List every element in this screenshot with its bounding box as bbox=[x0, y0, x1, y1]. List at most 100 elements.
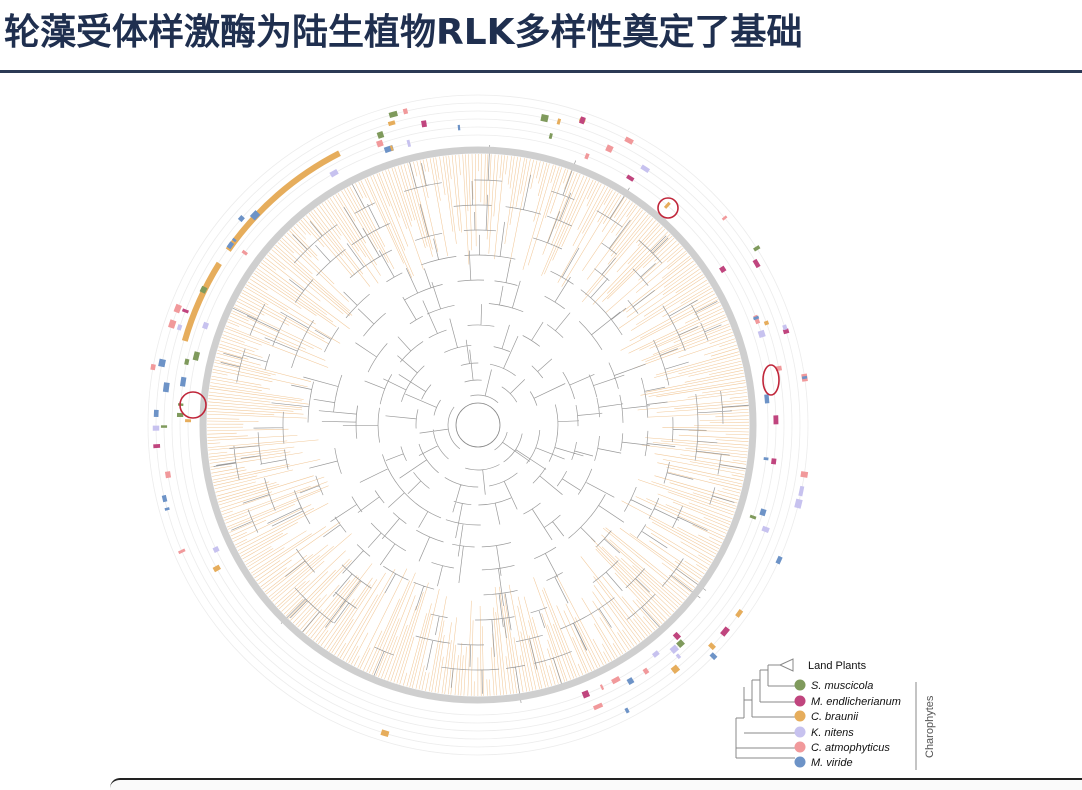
annotation-mark bbox=[171, 320, 174, 328]
annotation-mark bbox=[756, 247, 758, 250]
land-plants-triangle-icon bbox=[780, 659, 793, 671]
legend-label: C. atmophyticus bbox=[811, 742, 890, 754]
annotation-mark bbox=[756, 317, 757, 320]
annotation-mark bbox=[724, 217, 726, 219]
annotation-mark bbox=[234, 239, 236, 241]
annotation-mark bbox=[762, 509, 764, 515]
annotation-mark bbox=[766, 321, 767, 325]
legend-item: M. endlicherianum bbox=[795, 696, 901, 709]
bottom-panel-edge bbox=[110, 778, 1082, 790]
legend-item: C. atmophyticus bbox=[795, 742, 891, 755]
annotation-mark bbox=[755, 260, 759, 267]
annotation-mark bbox=[678, 641, 683, 645]
annotation-mark bbox=[244, 251, 246, 254]
annotation-mark bbox=[378, 134, 384, 136]
annotation-mark bbox=[737, 610, 742, 616]
annotation-mark bbox=[778, 557, 781, 564]
annotation-mark bbox=[666, 204, 668, 206]
annotation-marks bbox=[153, 111, 806, 735]
tree-branches bbox=[207, 154, 749, 696]
annotation-mark bbox=[377, 143, 383, 145]
annotation-mark bbox=[672, 647, 677, 652]
annotation-mark bbox=[216, 566, 218, 570]
annotation-mark bbox=[785, 329, 786, 333]
annotation-rings bbox=[148, 95, 808, 755]
tip-ring bbox=[203, 150, 753, 700]
annotation-mark bbox=[800, 486, 802, 496]
legend-item: K. nitens bbox=[795, 727, 855, 740]
annotation-mark bbox=[391, 148, 393, 149]
annotation-mark bbox=[176, 305, 179, 312]
annotation-mark bbox=[229, 243, 233, 248]
annotation-mark bbox=[804, 472, 805, 478]
legend-swatch bbox=[795, 711, 806, 722]
highlight-circle-top-right bbox=[658, 198, 678, 218]
annotation-mark bbox=[205, 323, 207, 329]
legend-swatch bbox=[795, 727, 806, 738]
annotation-mark bbox=[712, 655, 715, 658]
annotation-mark bbox=[594, 705, 603, 709]
legend-label: M. endlicherianum bbox=[811, 696, 901, 708]
annotation-ring-1 bbox=[188, 135, 768, 715]
legend-label: S. muscicola bbox=[811, 680, 873, 692]
annotation-mark bbox=[331, 171, 338, 175]
annotation-mark bbox=[625, 139, 632, 143]
tip-branches bbox=[207, 154, 749, 696]
legend-swatch bbox=[795, 696, 806, 707]
annotation-mark bbox=[653, 652, 658, 656]
annotation-mark bbox=[761, 331, 763, 337]
legend: Land Plants S. muscicola M. endlicherianu… bbox=[736, 659, 936, 770]
annotation-mark bbox=[773, 459, 774, 465]
annotation-mark bbox=[580, 120, 585, 122]
annotation-mark bbox=[183, 377, 184, 386]
annotation-mark bbox=[644, 670, 648, 673]
legend-item: C. braunii bbox=[795, 711, 859, 724]
annotation-mark bbox=[583, 693, 589, 695]
annotation-mark bbox=[161, 359, 163, 366]
annotation-mark bbox=[541, 117, 548, 119]
annotation-mark bbox=[642, 166, 649, 171]
charophytes-label: Charophytes bbox=[924, 695, 936, 758]
tree-root-arc bbox=[456, 403, 500, 447]
annotation-mark bbox=[195, 352, 197, 360]
annotation-mark bbox=[186, 359, 187, 365]
legend-label: K. nitens bbox=[811, 727, 854, 739]
annotation-mark bbox=[784, 325, 786, 330]
annotation-mark bbox=[164, 495, 166, 501]
annotation-mark bbox=[628, 680, 633, 683]
annotation-mark bbox=[585, 156, 588, 157]
annotation-mark bbox=[765, 527, 767, 532]
annotation-mark bbox=[677, 655, 679, 657]
annotation-mark bbox=[179, 325, 181, 330]
legend-swatch bbox=[795, 757, 806, 768]
legend-cladogram bbox=[736, 665, 795, 758]
annotation-mark bbox=[153, 364, 154, 370]
legend-swatch bbox=[795, 742, 806, 753]
annotation-mark bbox=[252, 212, 258, 218]
annotation-mark bbox=[407, 143, 410, 144]
annotation-mark bbox=[403, 111, 407, 112]
annotation-mark bbox=[722, 628, 728, 635]
legend-swatch bbox=[795, 680, 806, 691]
annotation-ring-5 bbox=[156, 103, 800, 747]
legend-land-plants-label: Land Plants bbox=[808, 660, 867, 672]
annotation-mark bbox=[766, 395, 767, 404]
annotation-mark bbox=[202, 287, 205, 293]
annotation-mark bbox=[422, 123, 427, 124]
legend-item: S. muscicola bbox=[795, 680, 874, 693]
annotation-mark bbox=[797, 499, 799, 508]
annotation-mark bbox=[607, 147, 613, 150]
annotation-mark bbox=[389, 113, 397, 115]
annotation-mark bbox=[167, 508, 168, 511]
annotation-mark bbox=[168, 472, 169, 478]
legend-label: C. braunii bbox=[811, 711, 859, 723]
annotation-mark bbox=[626, 710, 629, 712]
annotation-mark bbox=[381, 732, 388, 734]
annotation-mark bbox=[215, 547, 217, 552]
annotation-mark bbox=[181, 550, 182, 553]
annotation-ring-6 bbox=[148, 95, 808, 755]
annotation-mark bbox=[627, 176, 633, 180]
annotation-mark bbox=[612, 678, 619, 682]
annotation-ring-2 bbox=[180, 127, 776, 723]
